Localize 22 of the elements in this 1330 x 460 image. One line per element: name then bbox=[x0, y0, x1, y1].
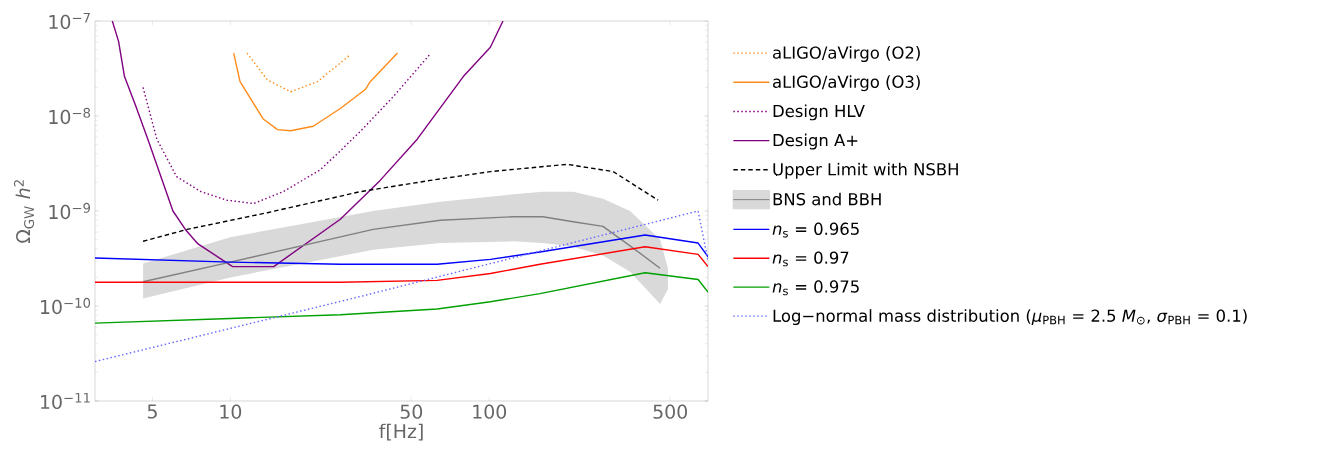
x-tick-label: 50 bbox=[400, 404, 423, 419]
y-tick-label: 10$^{−8}$ bbox=[49, 107, 91, 125]
x-tick-label: 500 bbox=[653, 404, 687, 419]
x-tick-label: 10 bbox=[220, 404, 242, 419]
legend-label: aLIGO/aVirgo (O3) bbox=[773, 75, 920, 92]
legend-label: aLIGO/aVirgo (O2) bbox=[773, 46, 920, 63]
legend-label: n$_{s}$ = 0.975 bbox=[772, 280, 859, 296]
y-tick-label: 10$^{−10}$ bbox=[41, 297, 91, 315]
legend-label: BNS and BBH bbox=[773, 192, 881, 206]
text: Log−normal mass distribution (μ$_{PBH}$ = 2.5 M$_{⊙}$, σ$_{PBH}$ = 0.1) bbox=[773, 309, 1247, 326]
legend-label: n$_{s}$ = 0.965 bbox=[772, 222, 859, 238]
y-axis-title: Ω$_{GW}$ h$^{2}$ bbox=[13, 180, 35, 243]
x-tick-label: 5 bbox=[147, 404, 157, 419]
x-axis-title: f[Hz] bbox=[379, 423, 423, 441]
y-tick-label: 10$^{−11}$ bbox=[41, 392, 90, 410]
legend-label: n$_{s}$ = 0.97 bbox=[772, 251, 849, 267]
y-tick-label: 10$^{−9}$ bbox=[49, 202, 91, 220]
legend-label: Design HLV bbox=[773, 104, 865, 121]
legend-label: Upper Limit with NSBH bbox=[773, 162, 958, 179]
x-tick-label: 100 bbox=[473, 404, 507, 419]
legend-label: Design A+ bbox=[773, 133, 858, 150]
y-tick-label: 10$^{−7}$ bbox=[49, 12, 90, 30]
